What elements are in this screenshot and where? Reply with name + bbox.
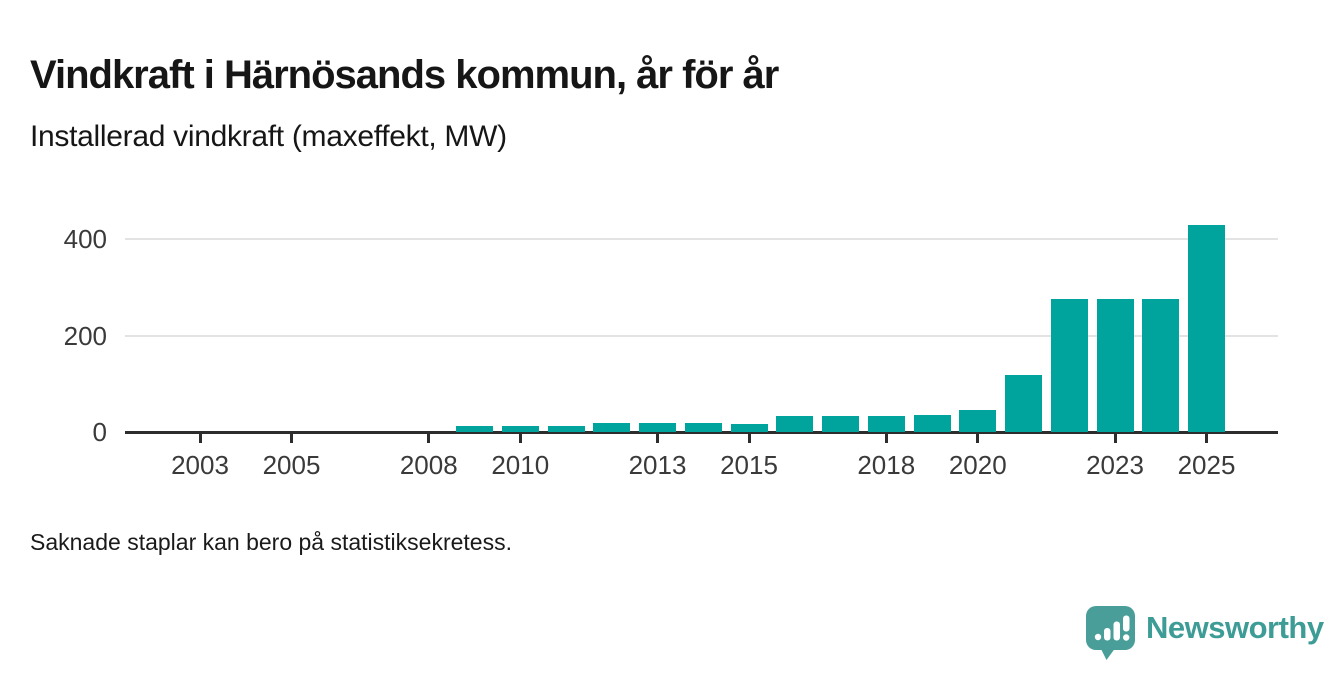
x-tick-2015 [747,434,751,443]
y-tick-label-200: 200 [63,320,107,351]
x-tick-label-2023: 2023 [1086,450,1144,480]
x-tick-2008 [427,434,431,443]
x-tick-label-2015: 2015 [720,450,778,480]
x-tick-label-2010: 2010 [491,450,550,480]
chart-subtitle: Installerad vindkraft (maxeffekt, MW) [30,120,507,153]
bar-2024 [1142,299,1180,432]
bar-2014 [684,423,722,432]
x-tick-label-2003: 2003 [171,450,229,480]
bar-2023 [1096,299,1134,432]
gridline-400 [125,238,1278,240]
bar-2020 [959,410,997,432]
x-tick-label-2013: 2013 [628,450,687,480]
gridline-200 [125,334,1278,337]
x-tick-label-2018: 2018 [857,450,916,480]
x-axis-line [125,431,1278,434]
bar-2019 [913,415,951,432]
bar-2015 [730,424,768,432]
bar-2021 [1005,375,1042,432]
newsworthy-wordmark: Newsworthy [1146,610,1324,645]
bar-2009 [456,426,493,432]
chart-title: Vindkraft i Härnösands kommun, år för år [30,52,779,97]
x-tick-2025 [1205,434,1208,443]
x-tick-2005 [290,434,293,443]
x-tick-2018 [884,434,888,443]
bar-2025 [1188,225,1225,432]
bar-2011 [547,426,585,432]
x-tick-2003 [198,434,202,443]
y-tick-label-400: 400 [63,224,107,254]
newsworthy-logo: Newsworthy [1085,605,1324,661]
bar-2022 [1050,299,1088,432]
x-tick-2013 [656,434,659,443]
x-tick-label-2020: 2020 [948,450,1007,480]
x-tick-2023 [1113,434,1117,443]
footnote: Saknade staplar kan bero på statistiksek… [30,529,512,555]
newsworthy-icon [1086,606,1135,660]
bar-2017 [822,416,859,432]
bar-2012 [593,423,631,432]
bar-2013 [639,423,676,432]
x-tick-2020 [976,434,980,443]
x-tick-label-2008: 2008 [399,450,458,480]
y-tick-label-0: 0 [92,417,107,447]
x-tick-label-2005: 2005 [262,450,321,480]
x-tick-label-2025: 2025 [1177,450,1236,480]
bar-2016 [776,416,814,432]
bar-2018 [867,416,905,432]
x-tick-2010 [518,434,522,443]
bar-2010 [501,426,539,432]
